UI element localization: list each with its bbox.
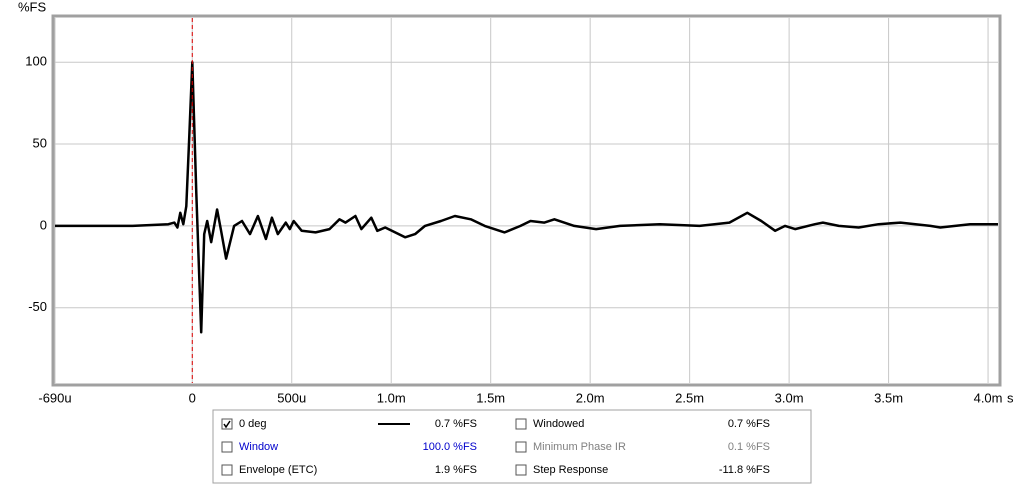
x-tick-label: 0 (189, 390, 196, 405)
legend-label[interactable]: Envelope (ETC) (239, 464, 317, 476)
checkmark (223, 420, 231, 429)
legend-readout: 100.0 %FS (423, 441, 477, 453)
legend-label[interactable]: 0 deg (239, 418, 267, 430)
x-tick-label: 3.0m (775, 390, 804, 405)
y-tick-label: -50 (28, 299, 47, 314)
y-tick-label: 0 (40, 217, 47, 232)
x-tick-label: 3.5m (874, 390, 903, 405)
legend-readout: 0.7 %FS (435, 418, 477, 430)
legend-readout: 1.9 %FS (435, 464, 477, 476)
checkbox[interactable] (515, 464, 527, 476)
x-tick-label: 500u (277, 390, 306, 405)
x-unit-label: s (1007, 390, 1014, 405)
x-tick-label: 2.5m (675, 390, 704, 405)
y-axis-label: %FS (18, 0, 47, 14)
checkbox[interactable] (221, 418, 233, 430)
legend-readout: 0.7 %FS (728, 418, 770, 430)
checkbox[interactable] (221, 441, 233, 453)
x-tick-label: 4.0m (974, 390, 1003, 405)
legend-readout: 0.1 %FS (728, 441, 770, 453)
legend-label[interactable]: Windowed (533, 418, 584, 430)
y-tick-label: 100 (25, 54, 47, 69)
legend-label[interactable]: Window (239, 441, 278, 453)
legend-label[interactable]: Minimum Phase IR (533, 441, 626, 453)
x-tick-label: 1.5m (476, 390, 505, 405)
y-tick-label: 50 (33, 135, 47, 150)
legend-label[interactable]: Step Response (533, 464, 608, 476)
checkbox[interactable] (515, 418, 527, 430)
x-tick-label: -690u (38, 390, 71, 405)
legend-box (212, 409, 812, 484)
x-tick-label: 2.0m (576, 390, 605, 405)
plot-frame (51, 14, 1002, 387)
x-tick-label: 1.0m (377, 390, 406, 405)
checkbox[interactable] (515, 441, 527, 453)
checkbox[interactable] (221, 464, 233, 476)
data-line (55, 60, 998, 334)
legend-readout: -11.8 %FS (719, 464, 770, 476)
